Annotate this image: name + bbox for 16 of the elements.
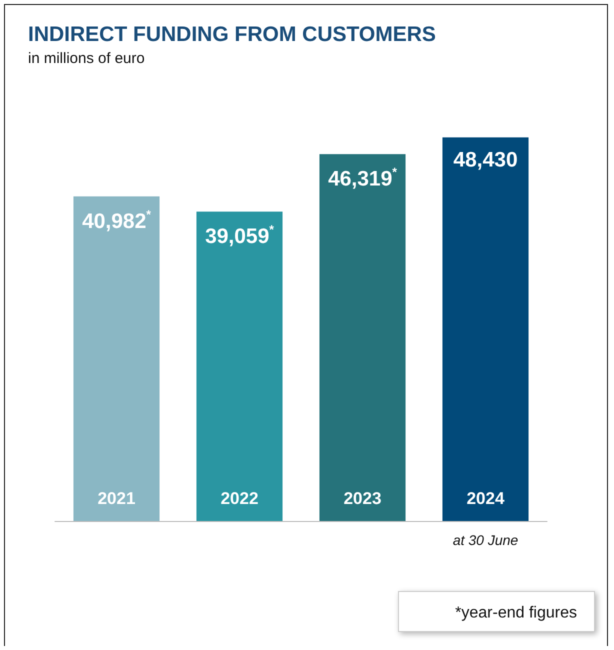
bar [442, 137, 529, 521]
bar [196, 212, 283, 521]
data-label: 40,982* [82, 207, 152, 233]
text: at 30 June [452, 532, 518, 548]
bar [73, 196, 160, 521]
text: *year-end figures [455, 604, 577, 622]
x-tick-label: 2022 [220, 489, 258, 508]
chart-title: INDIRECT FUNDING FROM CUSTOMERS [28, 23, 436, 46]
x-tick-label: 2021 [98, 489, 136, 508]
x-tick-label: 2024 [466, 489, 505, 508]
data-label: 48,430 [453, 148, 518, 172]
data-label: 46,319* [328, 165, 398, 191]
bar [319, 154, 406, 521]
chart-subtitle: in millions of euro [28, 50, 145, 67]
x-tick-label: 2023 [344, 489, 382, 508]
data-label: 39,059* [205, 222, 274, 248]
